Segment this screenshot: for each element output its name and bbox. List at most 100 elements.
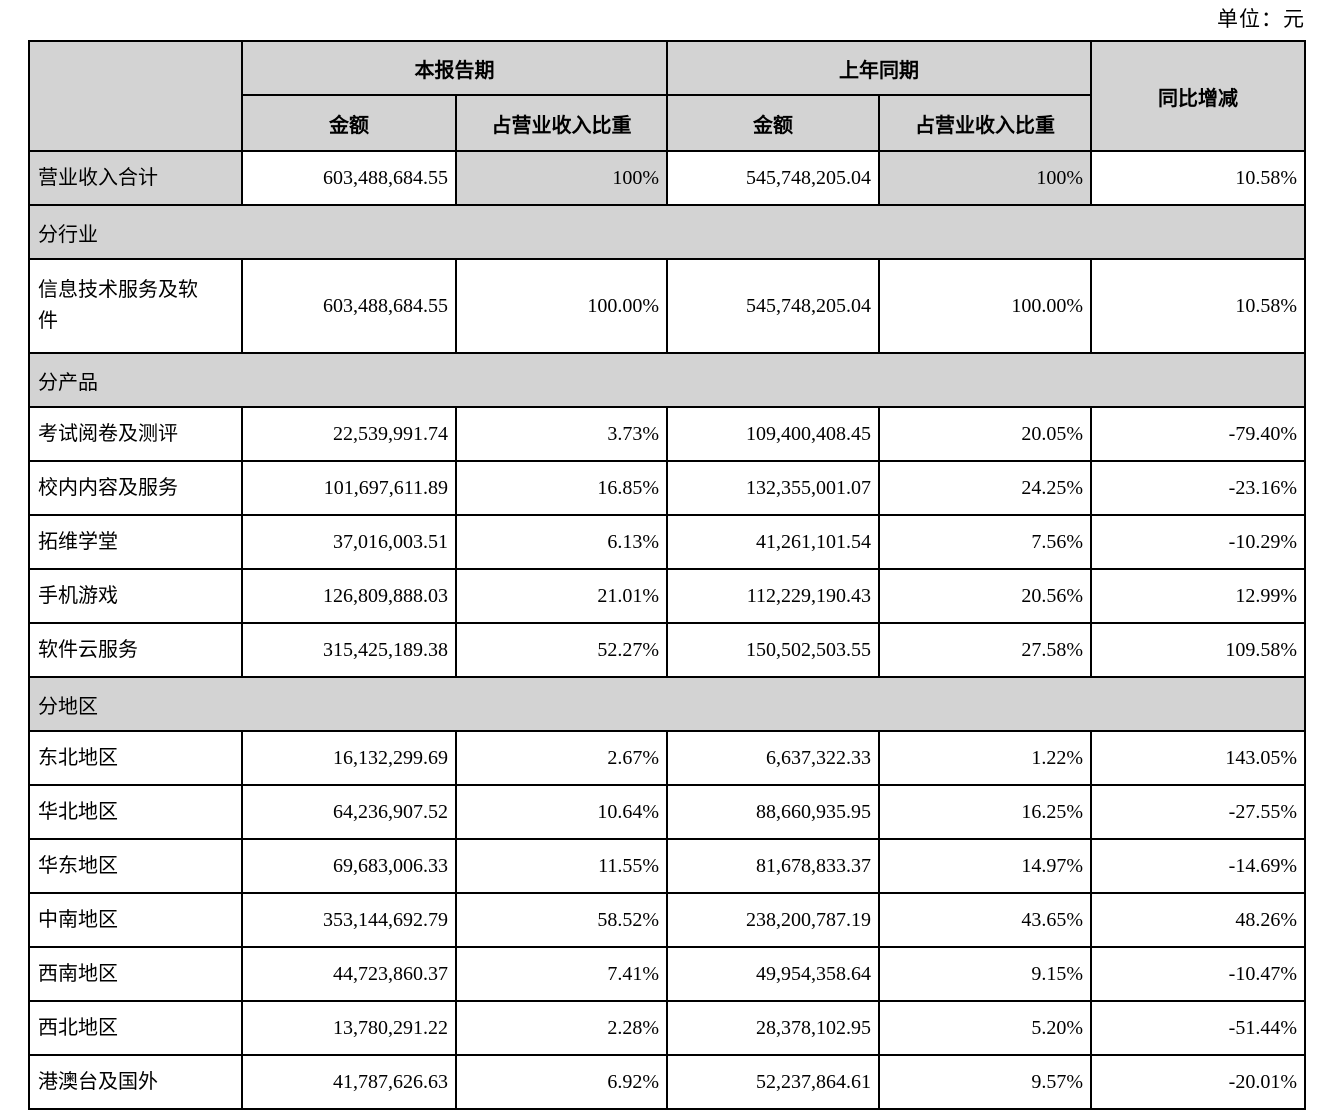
amount-current-cell-text: 13,780,291.22 <box>333 1016 448 1039</box>
ratio-prior-cell-text: 9.15% <box>1031 962 1083 985</box>
yoy-cell: 10.58% <box>1090 150 1306 206</box>
table-row: 拓维学堂 37,016,003.51 6.13% 41,261,101.54 7.56%… <box>28 514 1306 570</box>
ratio-prior-cell: 1.22% <box>878 730 1092 786</box>
table-row: 信息技术服务及软件 603,488,684.55 100.00% 545,748,20… <box>28 258 1306 354</box>
amount-current-cell-text: 353,144,692.79 <box>323 908 448 931</box>
row-label: 软件云服务 <box>28 622 243 678</box>
row-label-text: 华北地区 <box>38 800 118 823</box>
amount-prior-cell-text: 112,229,190.43 <box>746 584 871 607</box>
yoy-cell-text: -20.01% <box>1228 1070 1297 1093</box>
amount-prior-cell: 545,748,205.04 <box>666 258 880 354</box>
amount-prior-cell-text: 49,954,358.64 <box>756 962 871 985</box>
ratio-current-cell: 3.73% <box>455 406 668 462</box>
ratio-current-cell: 21.01% <box>455 568 668 624</box>
amount-current-cell: 69,683,006.33 <box>241 838 457 894</box>
ratio-current-cell: 52.27% <box>455 622 668 678</box>
yoy-cell: -10.29% <box>1090 514 1306 570</box>
amount-prior-cell-text: 132,355,001.07 <box>746 476 871 499</box>
ratio-current-cell: 2.67% <box>455 730 668 786</box>
table-row: 考试阅卷及测评 22,539,991.74 3.73% 109,400,408.45 2… <box>28 406 1306 462</box>
row-label-text: 考试阅卷及测评 <box>38 422 178 445</box>
ratio-current-cell-text: 2.67% <box>607 746 659 769</box>
amount-current-cell: 603,488,684.55 <box>241 150 457 206</box>
ratio-prior-cell-text: 1.22% <box>1031 746 1083 769</box>
amount-prior-cell-text: 109,400,408.45 <box>746 422 871 445</box>
row-label: 西北地区 <box>28 1000 243 1056</box>
yoy-cell-text: -14.69% <box>1228 854 1297 877</box>
table-row: 东北地区 16,132,299.69 2.67% 6,637,322.33 1.22% 1… <box>28 730 1306 786</box>
yoy-cell: 143.05% <box>1090 730 1306 786</box>
amount-prior-cell-text: 150,502,503.55 <box>746 638 871 661</box>
ratio-current-cell: 7.41% <box>455 946 668 1002</box>
row-label: 手机游戏 <box>28 568 243 624</box>
col-header-ratio-current: 占营业收入比重 <box>455 94 668 152</box>
yoy-cell-text: 143.05% <box>1225 746 1297 769</box>
amount-current-cell: 64,236,907.52 <box>241 784 457 840</box>
row-label-text: 华东地区 <box>38 854 118 877</box>
row-label-text: 信息技术服务及软件 <box>38 279 198 332</box>
ratio-current-cell: 100% <box>455 150 668 206</box>
ratio-current-cell-text: 16.85% <box>597 476 659 499</box>
yoy-cell: -10.47% <box>1090 946 1306 1002</box>
ratio-current-cell: 6.13% <box>455 514 668 570</box>
amount-prior-cell: 41,261,101.54 <box>666 514 880 570</box>
yoy-cell-text: 109.58% <box>1225 638 1297 661</box>
section-row: 分地区 <box>28 676 1306 732</box>
amount-current-cell: 16,132,299.69 <box>241 730 457 786</box>
unit-label: 单位：元 <box>1217 7 1305 31</box>
yoy-cell: -20.01% <box>1090 1054 1306 1110</box>
row-label: 营业收入合计 <box>28 150 243 206</box>
row-label-text: 东北地区 <box>38 746 118 769</box>
amount-prior-cell-text: 81,678,833.37 <box>756 854 871 877</box>
amount-current-cell: 126,809,888.03 <box>241 568 457 624</box>
amount-current-cell-text: 603,488,684.55 <box>323 166 448 189</box>
yoy-cell: -79.40% <box>1090 406 1306 462</box>
yoy-cell-text: -27.55% <box>1228 800 1297 823</box>
ratio-prior-cell: 9.15% <box>878 946 1092 1002</box>
amount-current-cell: 603,488,684.55 <box>241 258 457 354</box>
amount-current-cell: 37,016,003.51 <box>241 514 457 570</box>
table-row: 港澳台及国外 41,787,626.63 6.92% 52,237,864.61 9.5… <box>28 1054 1306 1110</box>
ratio-prior-cell-text: 27.58% <box>1021 638 1083 661</box>
amount-current-cell-text: 64,236,907.52 <box>333 800 448 823</box>
amount-current-cell: 315,425,189.38 <box>241 622 457 678</box>
yoy-cell-text: -23.16% <box>1228 476 1297 499</box>
amount-current-cell: 13,780,291.22 <box>241 1000 457 1056</box>
ratio-current-cell: 58.52% <box>455 892 668 948</box>
row-label-text: 西北地区 <box>38 1016 118 1039</box>
ratio-prior-cell: 16.25% <box>878 784 1092 840</box>
amount-current-cell-text: 44,723,860.37 <box>333 962 448 985</box>
ratio-prior-cell-text: 20.56% <box>1021 584 1083 607</box>
col-group-current-period: 本报告期 <box>241 40 668 96</box>
ratio-prior-cell-text: 9.57% <box>1031 1070 1083 1093</box>
row-label: 信息技术服务及软件 <box>28 258 243 354</box>
yoy-cell: 109.58% <box>1090 622 1306 678</box>
amount-prior-cell: 109,400,408.45 <box>666 406 880 462</box>
yoy-cell-text: -10.47% <box>1228 962 1297 985</box>
yoy-cell-text: -10.29% <box>1228 530 1297 553</box>
ratio-current-cell: 11.55% <box>455 838 668 894</box>
yoy-cell: 10.58% <box>1090 258 1306 354</box>
yoy-cell-text: 10.58% <box>1235 166 1297 189</box>
yoy-cell-text: 48.26% <box>1235 908 1297 931</box>
amount-current-cell-text: 603,488,684.55 <box>323 294 448 317</box>
ratio-prior-cell-text: 100.00% <box>1011 294 1083 317</box>
col-header-amount-current: 金额 <box>241 94 457 152</box>
section-label: 分产品 <box>28 352 1306 408</box>
ratio-prior-cell: 20.56% <box>878 568 1092 624</box>
ratio-current-cell: 100.00% <box>455 258 668 354</box>
row-label-text: 西南地区 <box>38 962 118 985</box>
ratio-current-cell-text: 100% <box>612 166 659 189</box>
amount-prior-cell-text: 545,748,205.04 <box>746 294 871 317</box>
amount-prior-cell: 49,954,358.64 <box>666 946 880 1002</box>
amount-prior-cell: 132,355,001.07 <box>666 460 880 516</box>
ratio-prior-cell: 7.56% <box>878 514 1092 570</box>
col-group-prior-period: 上年同期 <box>666 40 1092 96</box>
ratio-current-cell-text: 7.41% <box>607 962 659 985</box>
table-row: 手机游戏 126,809,888.03 21.01% 112,229,190.43 20… <box>28 568 1306 624</box>
section-row: 分行业 <box>28 204 1306 260</box>
amount-current-cell: 44,723,860.37 <box>241 946 457 1002</box>
ratio-current-cell-text: 6.13% <box>607 530 659 553</box>
ratio-prior-cell-text: 14.97% <box>1021 854 1083 877</box>
